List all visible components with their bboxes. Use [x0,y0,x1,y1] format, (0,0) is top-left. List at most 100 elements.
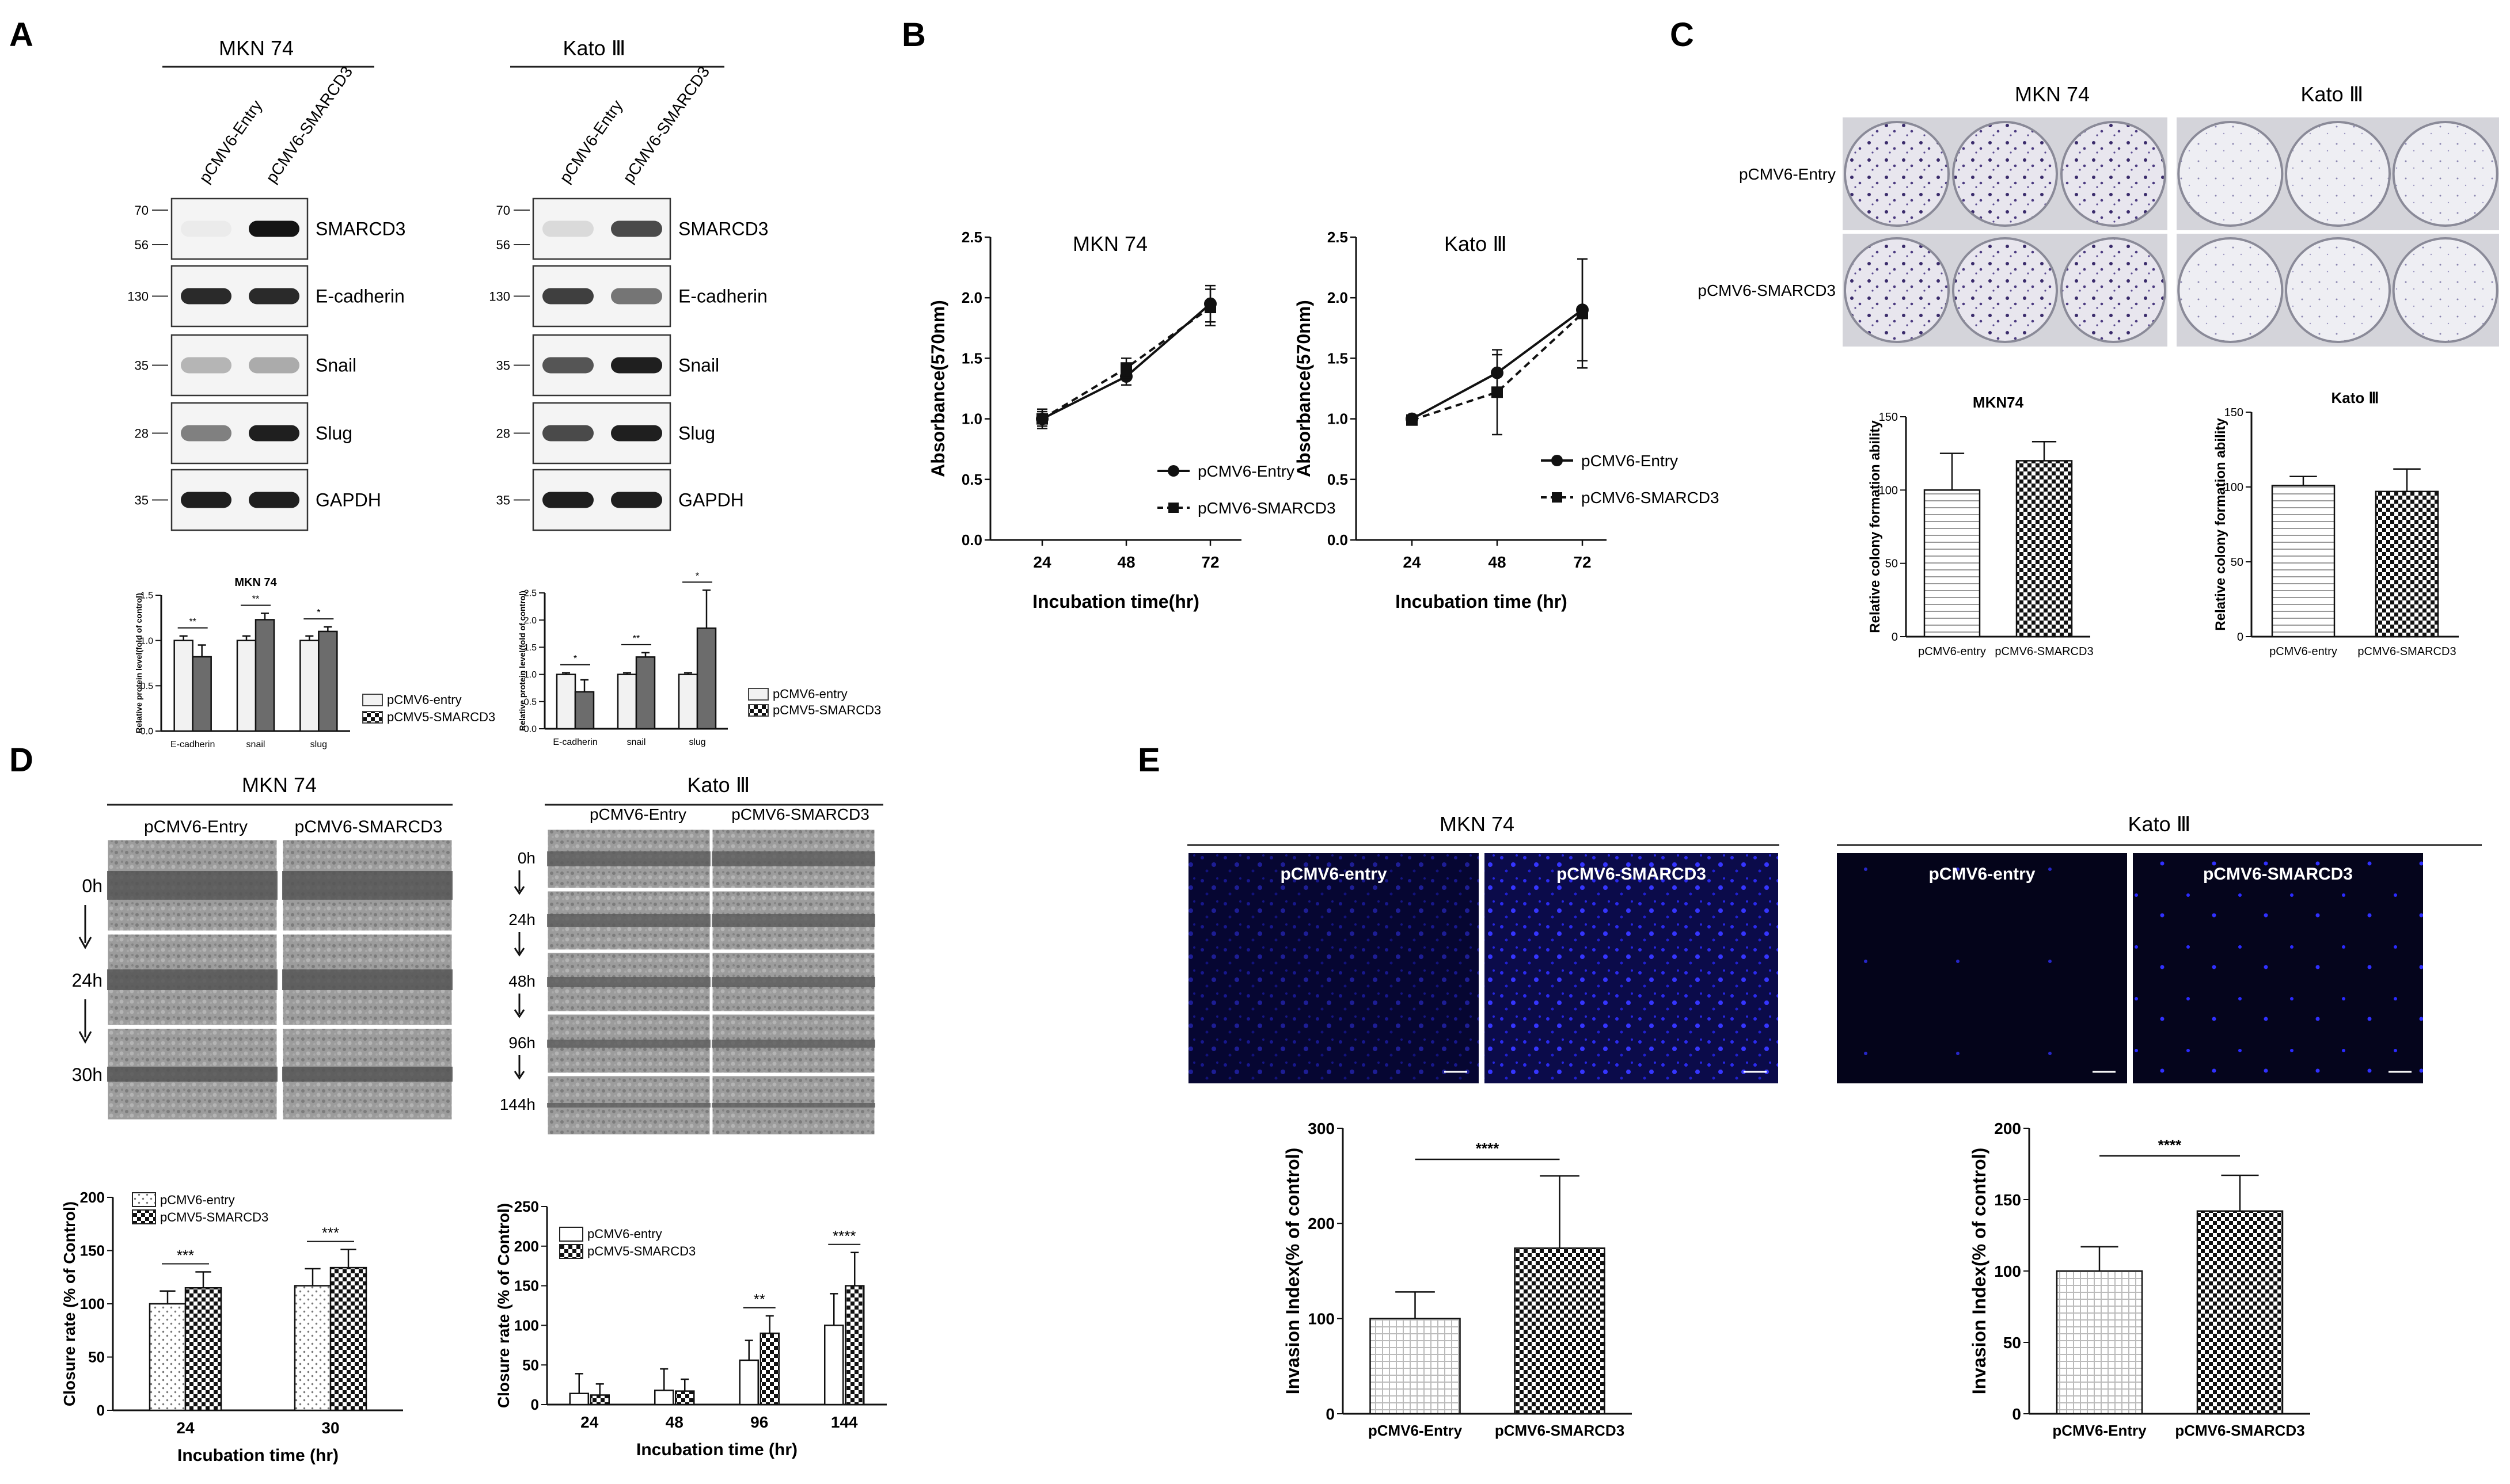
bar [2271,485,2336,638]
y-tick-label: 1.5 [524,643,537,653]
mw-marker: 35 [496,359,510,373]
y-tick-label: 1.5 [1327,349,1348,367]
panel-a: A MKN 74 pCMV6-Entry pCMV6-SMARCD3 Kato … [9,16,881,749]
bar [678,673,698,730]
legend-d-mkn74: pCMV6-entry pCMV5-SMARCD3 [132,1192,268,1224]
panel-c-label: C [1670,16,1694,54]
colony-well [2392,237,2498,343]
invasion-image [1188,853,1479,1083]
y-tick-label: 2.5 [1327,229,1348,246]
x-tick-label: snail [627,737,646,747]
significance-stars: *** [322,1224,339,1242]
colony-well [2060,121,2166,227]
y-tick-label: 0.5 [1327,471,1348,488]
blot-band [249,288,299,305]
invasion-col-label: pCMV6-entry [1928,865,2035,884]
protein-label: SMARCD3 [678,219,768,239]
mw-marker: 130 [489,290,510,304]
y-tick-label: 0 [1326,1405,1335,1423]
blot-band [542,492,594,508]
wound-gap [282,969,453,990]
protein-label: E-cadherin [678,286,768,307]
legend-swatch-entry [559,1227,583,1242]
blot-band [181,357,231,374]
y-tick-label: 0.0 [141,727,153,737]
bar [2375,490,2439,638]
mw-marker: 70 [135,203,149,218]
wound-gap [282,1067,453,1082]
y-tick-label: 250 [514,1198,539,1215]
lane-label-mkn-smarcd3: pCMV6-SMARCD3 [263,63,356,186]
blot-band [249,492,299,508]
y-tick-label: 150 [2224,406,2243,419]
x-tick-label: 72 [1201,553,1219,571]
bar [1514,1247,1605,1415]
x-tick-label: 144 [831,1413,858,1431]
legend-swatch-smarcd3 [362,711,383,724]
bar [569,1392,589,1406]
y-tick-label: 200 [1308,1215,1335,1232]
wound-time-label: 144h [500,1095,536,1113]
lane-label-kato-smarcd3: pCMV6-SMARCD3 [620,63,713,186]
legend-label-smarcd3: pCMV5-SMARCD3 [587,1244,696,1258]
bar [556,673,576,730]
y-tick-label: 100 [1308,1310,1335,1327]
chart-title: Kato Ⅲ [2331,389,2379,406]
bar [192,656,212,732]
blot-band [542,288,594,305]
y-axis-title: Relative protein level(fold of control) [518,591,527,730]
wound-time-label: 48h [508,972,536,990]
x-tick-label: 72 [1573,553,1591,571]
blot-band [181,288,231,305]
y-tick-label: 0.0 [1327,531,1348,549]
bar [2015,460,2073,638]
x-tick-label: 96 [750,1413,768,1431]
blot-band [542,357,594,374]
y-axis-title: Relative protein level(fold of control) [134,593,143,733]
wound-cell-title-kato: Kato Ⅲ [688,773,750,797]
time-arrow-head [514,1071,525,1080]
chart-b-kato: 0.0 0.5 1.0 1.5 2.0 2.5 Absorbance(570nm) Kato … [1293,229,1719,612]
series-line [1411,313,1584,421]
significance-stars: ** [754,1291,765,1308]
panel-e: E MKN 74 Kato Ⅲ pCMV6-entry pCMV6-SMARCD3… [1138,741,2482,1439]
wound-gap [712,1040,875,1048]
protein-label: Slug [678,423,715,444]
y-tick-label: 0.5 [524,697,537,707]
y-tick-label: 150 [1994,1191,2021,1209]
y-tick-label: 0 [97,1402,105,1419]
y-tick-label: 50 [522,1356,539,1373]
y-tick-label: 50 [1885,558,1898,570]
y-tick-label: 1.0 [524,670,537,680]
colony-well [1844,237,1950,343]
bar [1369,1318,1461,1415]
legend-label: pCMV6-Entry [1198,462,1294,480]
significance-stars: **** [2158,1136,2182,1154]
x-axis-title: Incubation time (hr) [1395,591,1567,612]
wound-gap [712,1103,875,1108]
x-tick-label: pCMV6-SMARCD3 [1995,645,2093,658]
invasion-images: pCMV6-entry pCMV6-SMARCD3 pCMV6-entry pCMV6… [1188,853,2423,1083]
lane-label-kato-entry: pCMV6-Entry [556,97,626,186]
colony-well [1844,121,1950,227]
panel-a-label: A [9,16,33,54]
chart-title: Kato Ⅲ [1444,232,1507,256]
panel-d: D MKN 74 pCMV6-Entry pCMV6-SMARCD3 Kato … [9,741,887,1465]
y-tick-label: 100 [1994,1262,2021,1280]
x-tick-label: pCMV6-entry [2269,645,2337,658]
blot-band [611,220,662,237]
y-tick-label: 0.0 [524,725,537,735]
blot-band [249,425,299,442]
significance-stars: *** [177,1247,194,1264]
y-axis-title: Relative colony formation ability [2213,418,2228,631]
x-tick-label: 24 [176,1419,195,1437]
bar [617,673,637,730]
wound-time-label: 0h [82,876,102,896]
protein-label: Snail [316,355,356,376]
colony-cell-title-mkn74: MKN 74 [2015,82,2090,106]
mw-marker: 28 [135,427,149,441]
chart-b-mkn74: 0.0 0.5 1.0 1.5 2.0 2.5 Absorbance(570nm) MKN 7… [928,229,1336,612]
legend-marker [1551,455,1563,466]
